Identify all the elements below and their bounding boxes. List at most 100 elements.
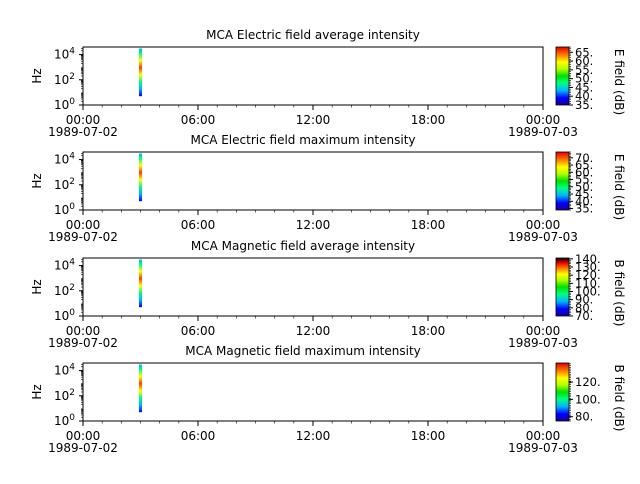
x-tick-label: 12:00: [296, 113, 331, 127]
x-tick-label: 00:00: [66, 429, 101, 443]
y-tick-base: 10: [54, 178, 69, 192]
x-tick-date: 1989-07-03: [508, 441, 578, 455]
y-tick-exponent: 0: [69, 202, 75, 212]
colorbar-tick-label: 80.: [575, 410, 593, 424]
panel-title: MCA Magnetic field maximum intensity: [185, 344, 421, 358]
data-strip: [139, 48, 142, 97]
x-tick-date: 1989-07-03: [508, 125, 578, 139]
colorbar-tick-label: 35.: [575, 98, 593, 112]
colorbar-tick-label: 45.: [575, 187, 593, 201]
x-tick-date: 1989-07-02: [48, 125, 118, 139]
data-strip: [139, 153, 142, 202]
colorbar-tick-label: 65.: [575, 158, 593, 172]
y-tick-exponent: 2: [69, 177, 75, 187]
y-tick-base: 10: [54, 48, 69, 62]
plot-frame: [82, 257, 544, 317]
plot-frame: [82, 151, 544, 211]
y-tick-exponent: 4: [69, 47, 75, 57]
colorbar-label: B field (dB): [612, 365, 626, 432]
panel-title: MCA Magnetic field average intensity: [191, 239, 415, 253]
panel-2: MCA Electric field maximum intensity Hz 10…: [30, 133, 626, 244]
colorbar-tick-label: 100.: [575, 392, 601, 406]
colorbar-tick-label: 110.: [575, 276, 601, 290]
colorbar: [555, 151, 570, 211]
y-tick-exponent: 0: [69, 413, 75, 423]
x-tick-date: 1989-07-02: [48, 336, 118, 350]
colorbar-tick-label: 70.: [575, 151, 593, 165]
y-tick-label: 104: [54, 152, 75, 167]
x-tick-label: 00:00: [526, 429, 561, 443]
x-tick-label: 00:00: [526, 324, 561, 338]
colorbar-tick-label: 55.: [575, 173, 593, 187]
colorbar-tick-label: 70.: [575, 309, 593, 323]
y-tick-exponent: 2: [69, 72, 75, 82]
colorbar-tick-label: 60.: [575, 54, 593, 68]
panel-title: MCA Electric field maximum intensity: [190, 133, 415, 147]
x-tick-date: 1989-07-03: [508, 230, 578, 244]
x-tick-label: 12:00: [296, 429, 331, 443]
x-tick-date: 1989-07-02: [48, 230, 118, 244]
colorbar-tick-label: 80.: [575, 301, 593, 315]
colorbar-tick-label: 35.: [575, 202, 593, 216]
colorbar-tick-label: 65.: [575, 45, 593, 59]
y-tick-base: 10: [54, 259, 69, 273]
y-tick-exponent: 0: [69, 308, 75, 318]
y-axis-label: Hz: [30, 384, 44, 399]
panel-1: MCA Electric field average intensity Hz 10…: [30, 28, 626, 139]
colorbar-tick-label: 140.: [575, 252, 601, 266]
colorbar-tick-label: 120.: [575, 375, 601, 389]
x-tick-label: 18:00: [411, 429, 446, 443]
x-tick-label: 18:00: [411, 324, 446, 338]
y-tick-exponent: 4: [69, 152, 75, 162]
x-tick-label: 12:00: [296, 324, 331, 338]
y-tick-exponent: 0: [69, 97, 75, 107]
x-tick-label: 00:00: [66, 113, 101, 127]
data-strip: [139, 364, 142, 413]
x-tick-label: 06:00: [181, 324, 216, 338]
y-tick-base: 10: [54, 414, 69, 428]
colorbar-label: E field (dB): [612, 154, 626, 220]
panel-3: MCA Magnetic field average intensity Hz 10…: [30, 239, 626, 350]
data-strip: [139, 259, 142, 308]
y-tick-base: 10: [54, 73, 69, 87]
plot-frame: [82, 362, 544, 422]
y-tick-label: 100: [54, 413, 75, 428]
x-tick-label: 06:00: [181, 113, 216, 127]
y-tick-label: 100: [54, 202, 75, 217]
y-tick-exponent: 4: [69, 258, 75, 268]
panel-title: MCA Electric field average intensity: [206, 28, 420, 42]
colorbar-tick-label: 45.: [575, 80, 593, 94]
y-tick-exponent: 2: [69, 388, 75, 398]
y-tick-base: 10: [54, 364, 69, 378]
x-tick-label: 06:00: [181, 429, 216, 443]
colorbar: [555, 46, 570, 106]
colorbar-tick-label: 40.: [575, 89, 593, 103]
y-tick-label: 104: [54, 363, 75, 378]
x-tick-label: 12:00: [296, 218, 331, 232]
y-tick-base: 10: [54, 389, 69, 403]
y-tick-base: 10: [54, 309, 69, 323]
x-tick-label: 00:00: [66, 218, 101, 232]
colorbar-tick-label: 120.: [575, 268, 601, 282]
y-tick-label: 104: [54, 258, 75, 273]
plot-frame: [82, 46, 544, 106]
y-tick-label: 102: [54, 72, 75, 87]
y-tick-base: 10: [54, 203, 69, 217]
colorbar-tick-label: 130.: [575, 260, 601, 274]
colorbar: [555, 257, 570, 317]
colorbar: [555, 362, 570, 422]
y-axis-label: Hz: [30, 279, 44, 294]
y-tick-label: 104: [54, 47, 75, 62]
y-tick-base: 10: [54, 284, 69, 298]
y-tick-base: 10: [54, 153, 69, 167]
y-axis-label: Hz: [30, 68, 44, 83]
panel-4: MCA Magnetic field maximum intensity Hz 10…: [30, 344, 626, 455]
x-tick-label: 18:00: [411, 113, 446, 127]
y-axis-label: Hz: [30, 173, 44, 188]
colorbar-label: E field (dB): [612, 49, 626, 115]
colorbar-tick-label: 50.: [575, 180, 593, 194]
colorbar-label: B field (dB): [612, 260, 626, 327]
colorbar-tick-label: 90.: [575, 293, 593, 307]
